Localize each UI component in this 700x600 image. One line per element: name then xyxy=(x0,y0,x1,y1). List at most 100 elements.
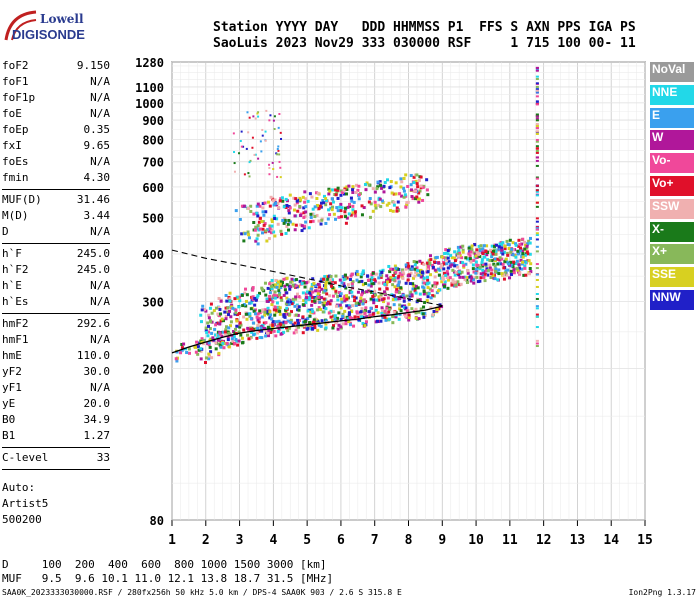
echo-point xyxy=(320,218,324,222)
echo-point xyxy=(391,315,395,319)
echo-point xyxy=(535,345,539,348)
echo-point xyxy=(431,294,435,298)
echo-point xyxy=(348,323,352,327)
echo-point xyxy=(218,322,222,326)
echo-point xyxy=(494,270,498,274)
echo-point xyxy=(379,183,383,187)
echo-point xyxy=(535,190,539,193)
echo-point xyxy=(275,285,279,289)
echo-point xyxy=(278,199,282,203)
echo-point xyxy=(469,260,473,264)
echo-point xyxy=(216,321,220,325)
echo-point xyxy=(263,201,267,205)
echo-point xyxy=(207,324,211,328)
echo-point xyxy=(498,247,502,251)
echo-point xyxy=(410,188,414,192)
echo-point xyxy=(279,286,283,290)
echo-point xyxy=(404,194,408,198)
legend-entry: X+ xyxy=(650,244,694,265)
echo-point xyxy=(453,273,457,277)
echo-point xyxy=(385,274,389,278)
echo-point xyxy=(364,306,368,310)
param-row: B1 1.27 xyxy=(2,428,110,444)
echo-point xyxy=(535,88,539,91)
echo-point xyxy=(289,285,293,289)
echo-point xyxy=(503,271,507,275)
echo-point xyxy=(352,200,356,204)
echo-point xyxy=(341,275,345,279)
param-name: fmin xyxy=(2,171,29,184)
echo-point xyxy=(242,145,245,148)
echo-point xyxy=(535,278,539,281)
echo-point xyxy=(330,208,334,212)
echo-point xyxy=(375,298,379,302)
echo-point xyxy=(369,202,373,206)
echo-point xyxy=(429,258,433,262)
echo-point xyxy=(284,206,288,210)
echo-point xyxy=(417,179,421,183)
echo-point xyxy=(331,200,335,204)
echo-point xyxy=(387,310,391,314)
echo-point xyxy=(262,213,266,217)
echo-point xyxy=(371,209,375,213)
echo-point xyxy=(235,319,239,323)
echo-point xyxy=(381,316,385,320)
echo-point xyxy=(477,250,481,254)
echo-point xyxy=(302,211,306,215)
echo-point xyxy=(337,323,341,327)
echo-point xyxy=(535,228,539,231)
echo-point xyxy=(367,283,371,287)
echo-point xyxy=(359,296,363,300)
echo-point xyxy=(293,214,297,218)
echo-point xyxy=(523,240,527,244)
echo-point xyxy=(273,285,277,289)
param-name: foE xyxy=(2,107,22,120)
echo-point xyxy=(247,337,251,341)
echo-point xyxy=(499,250,503,254)
echo-point xyxy=(248,175,251,178)
param-name: yE xyxy=(2,397,16,410)
echo-point xyxy=(456,271,460,275)
param-row: foEp 0.35 xyxy=(2,122,110,138)
echo-point xyxy=(337,311,341,315)
echo-point xyxy=(302,206,306,210)
echo-point xyxy=(398,307,402,311)
echo-point xyxy=(391,321,395,325)
echo-point xyxy=(394,315,398,319)
echo-point xyxy=(355,278,359,282)
echo-point xyxy=(282,320,286,324)
echo-point xyxy=(375,187,379,191)
echo-point xyxy=(459,245,463,249)
echo-point xyxy=(329,274,333,278)
echo-point xyxy=(271,320,275,324)
echo-point xyxy=(472,281,476,285)
echo-point xyxy=(306,316,310,320)
echo-point xyxy=(466,271,470,275)
echo-point xyxy=(465,257,469,261)
echo-point xyxy=(276,153,279,156)
echo-point xyxy=(379,275,383,279)
echo-point xyxy=(423,300,427,304)
echo-point xyxy=(466,269,470,273)
echo-point xyxy=(518,242,522,246)
echo-point xyxy=(427,281,431,285)
echo-point xyxy=(231,306,235,310)
echo-point xyxy=(328,302,332,306)
echo-point xyxy=(391,283,395,287)
echo-point xyxy=(520,249,524,253)
echo-point xyxy=(327,208,331,212)
echo-point xyxy=(200,308,204,312)
param-row: fxI 9.65 xyxy=(2,138,110,154)
echo-point xyxy=(345,185,349,189)
echo-point xyxy=(277,205,281,209)
echo-point xyxy=(274,278,278,282)
echo-point xyxy=(344,221,348,225)
echo-point xyxy=(435,281,439,285)
echo-point xyxy=(397,280,401,284)
echo-point xyxy=(243,232,247,236)
echo-point xyxy=(529,236,533,240)
echo-point xyxy=(285,296,289,300)
echo-point xyxy=(241,340,245,344)
echo-point xyxy=(300,224,304,228)
echo-point xyxy=(507,247,511,251)
